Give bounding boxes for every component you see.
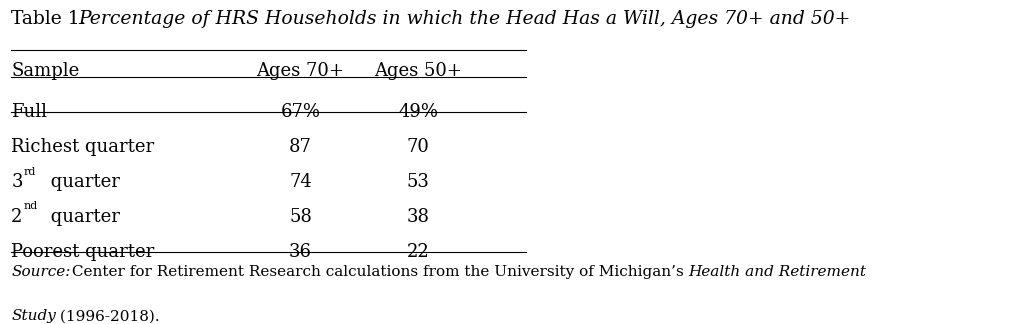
Text: quarter: quarter bbox=[44, 208, 120, 226]
Text: quarter: quarter bbox=[44, 173, 120, 191]
Text: Ages 70+: Ages 70+ bbox=[257, 62, 344, 80]
Text: Poorest quarter: Poorest quarter bbox=[11, 243, 155, 261]
Text: Study: Study bbox=[11, 309, 56, 323]
Text: Health and Retirement: Health and Retirement bbox=[688, 265, 865, 279]
Text: 74: 74 bbox=[289, 173, 312, 191]
Text: Ages 50+: Ages 50+ bbox=[374, 62, 462, 80]
Text: Table 1.: Table 1. bbox=[11, 10, 92, 29]
Text: 2: 2 bbox=[11, 208, 23, 226]
Text: 3: 3 bbox=[11, 173, 23, 191]
Text: 53: 53 bbox=[407, 173, 429, 191]
Text: nd: nd bbox=[24, 202, 38, 212]
Text: Richest quarter: Richest quarter bbox=[11, 138, 155, 156]
Text: 67%: 67% bbox=[281, 103, 321, 122]
Text: Center for Retirement Research calculations from the University of Michigan’s: Center for Retirement Research calculati… bbox=[68, 265, 689, 279]
Text: Source:: Source: bbox=[11, 265, 71, 279]
Text: Percentage of HRS Households in which the Head Has a Will, Ages 70+ and 50+: Percentage of HRS Households in which th… bbox=[78, 10, 850, 29]
Text: (1996-2018).: (1996-2018). bbox=[55, 309, 160, 323]
Text: 58: 58 bbox=[289, 208, 312, 226]
Text: 49%: 49% bbox=[398, 103, 438, 122]
Text: 87: 87 bbox=[289, 138, 312, 156]
Text: 22: 22 bbox=[407, 243, 429, 261]
Text: 70: 70 bbox=[407, 138, 429, 156]
Text: Full: Full bbox=[11, 103, 47, 122]
Text: rd: rd bbox=[24, 167, 36, 177]
Text: 36: 36 bbox=[289, 243, 312, 261]
Text: Sample: Sample bbox=[11, 62, 80, 80]
Text: 38: 38 bbox=[407, 208, 430, 226]
